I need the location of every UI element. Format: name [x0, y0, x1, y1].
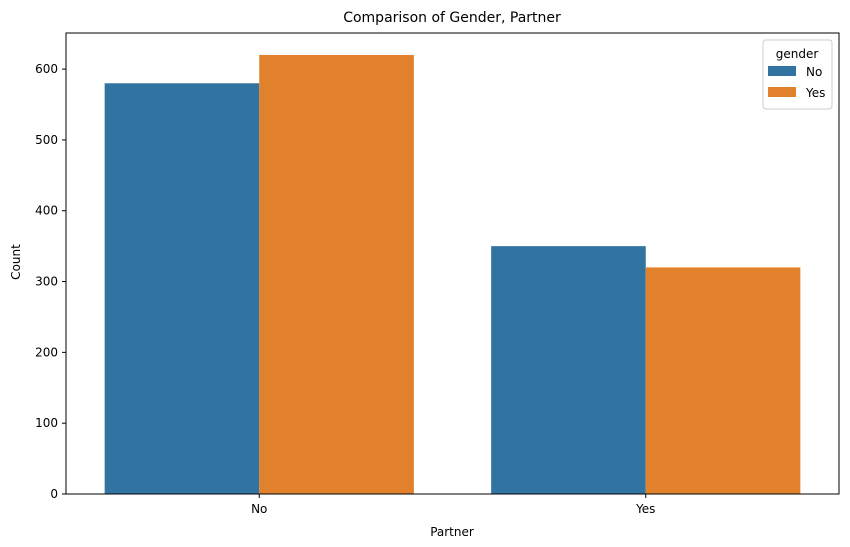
y-tick-label: 300 — [35, 275, 58, 289]
y-axis-label: Count — [9, 244, 23, 280]
bar-no-no — [104, 83, 260, 494]
bar-no-yes — [259, 54, 414, 494]
bars-group — [104, 54, 801, 494]
y-tick-label: 100 — [35, 416, 58, 430]
legend-title: gender — [776, 47, 819, 61]
y-tick-label: 500 — [35, 133, 58, 147]
y-tick-label: 600 — [35, 62, 58, 76]
y-tick-label: 200 — [35, 345, 58, 359]
y-tick-label: 400 — [35, 204, 58, 218]
legend-label-yes: Yes — [805, 86, 825, 100]
legend-label-no: No — [806, 65, 822, 79]
legend: gender No Yes — [762, 39, 833, 110]
x-tick-label: No — [251, 502, 267, 516]
y-ticks-group: 0 100 200 300 400 500 600 — [35, 62, 66, 501]
legend-swatch-no — [768, 66, 796, 76]
x-ticks-group: No Yes — [251, 494, 655, 516]
chart-title: Comparison of Gender, Partner — [343, 10, 561, 26]
x-tick-label: Yes — [635, 502, 655, 516]
y-tick-label: 0 — [50, 487, 58, 501]
bar-yes-no — [491, 246, 646, 494]
plot-frame — [65, 32, 840, 495]
bar-yes-yes — [645, 267, 801, 494]
x-axis-label: Partner — [430, 525, 474, 539]
legend-swatch-yes — [768, 87, 796, 97]
